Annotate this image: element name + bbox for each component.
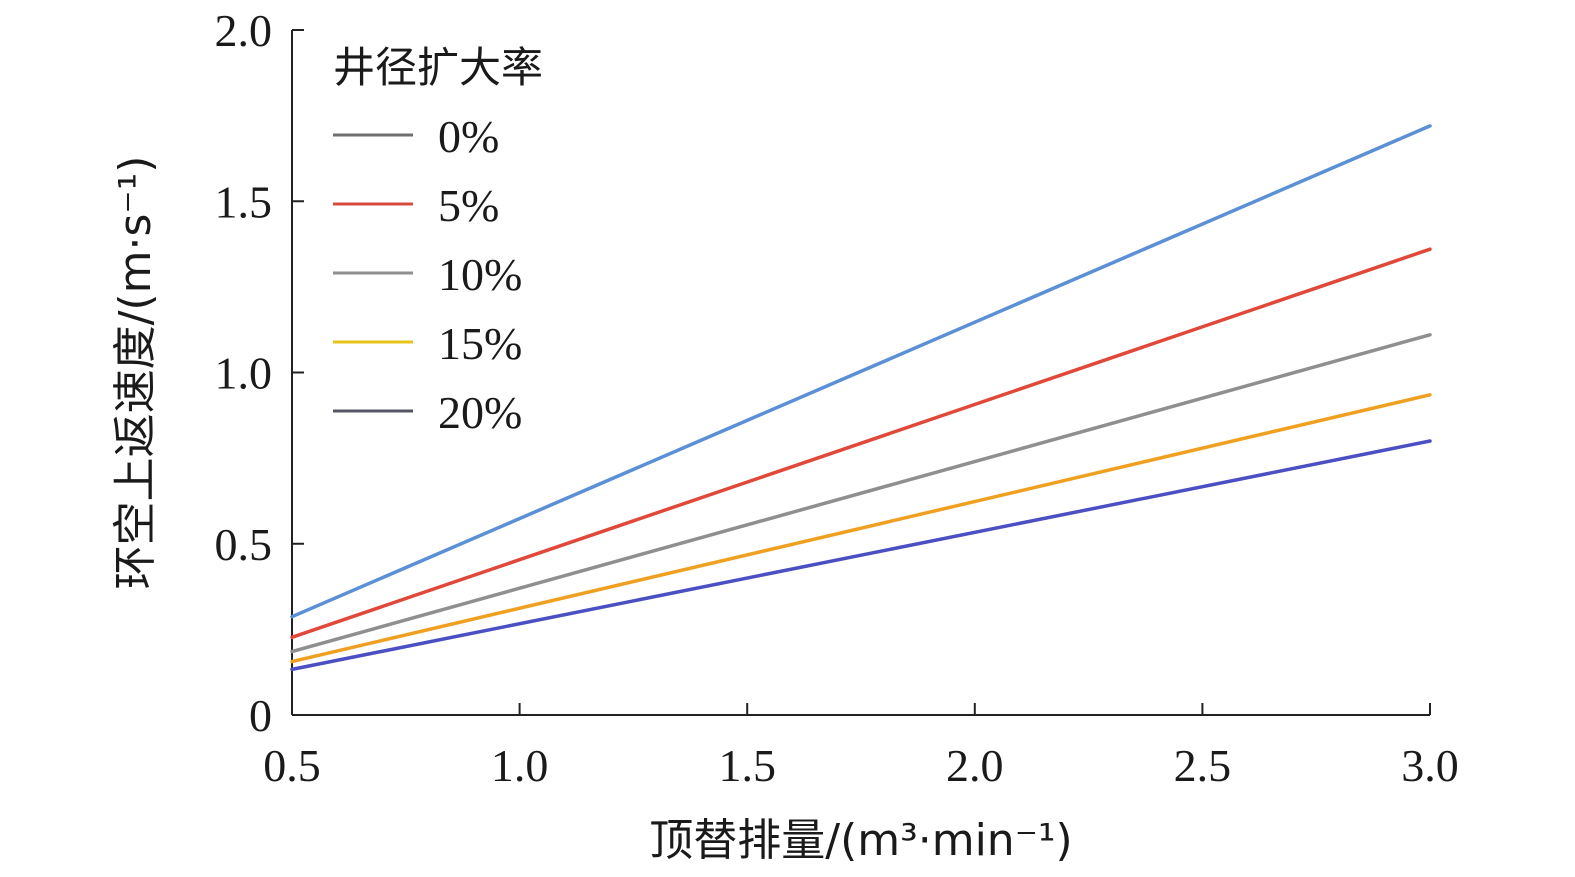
y-tick-label: 1.5 [215,176,273,227]
x-tick-label: 2.0 [946,740,1004,791]
y-tick-label: 0.5 [215,519,273,570]
series-line [290,393,1432,664]
legend-label: 5% [438,180,499,231]
series-line [290,333,1432,654]
x-tick-label: 1.5 [718,740,776,791]
y-axis-title: 环空上返速度/(m·s⁻¹) [110,156,161,590]
x-axis-title: 顶替排量/(m³·min⁻¹) [649,815,1072,866]
x-tick-label: 1.0 [491,740,549,791]
y-tick-label: 2.0 [215,5,273,56]
series-layer [290,124,1432,672]
legend-label: 15% [438,318,522,369]
legend-label: 20% [438,387,522,438]
y-tick-label: 1.0 [215,348,273,399]
legend-label: 10% [438,249,522,300]
axes: 00.51.01.52.00.5 1.0 1.5 2.0 2.5 3.0 [215,5,1459,791]
series-line [290,439,1432,672]
x-tick-label: 2.5 [1174,740,1232,791]
x-tick-label: 3.0 [1401,740,1459,791]
series-line [290,247,1432,640]
y-tick-label: 0 [249,690,272,741]
legend-title: 井径扩大率 [333,43,543,92]
series-line [290,124,1432,619]
x-tick-label: 0.5 [263,740,321,791]
legend: 井径扩大率 0% 5% 10% 15% 20% [333,43,543,438]
legend-label: 0% [438,111,499,162]
